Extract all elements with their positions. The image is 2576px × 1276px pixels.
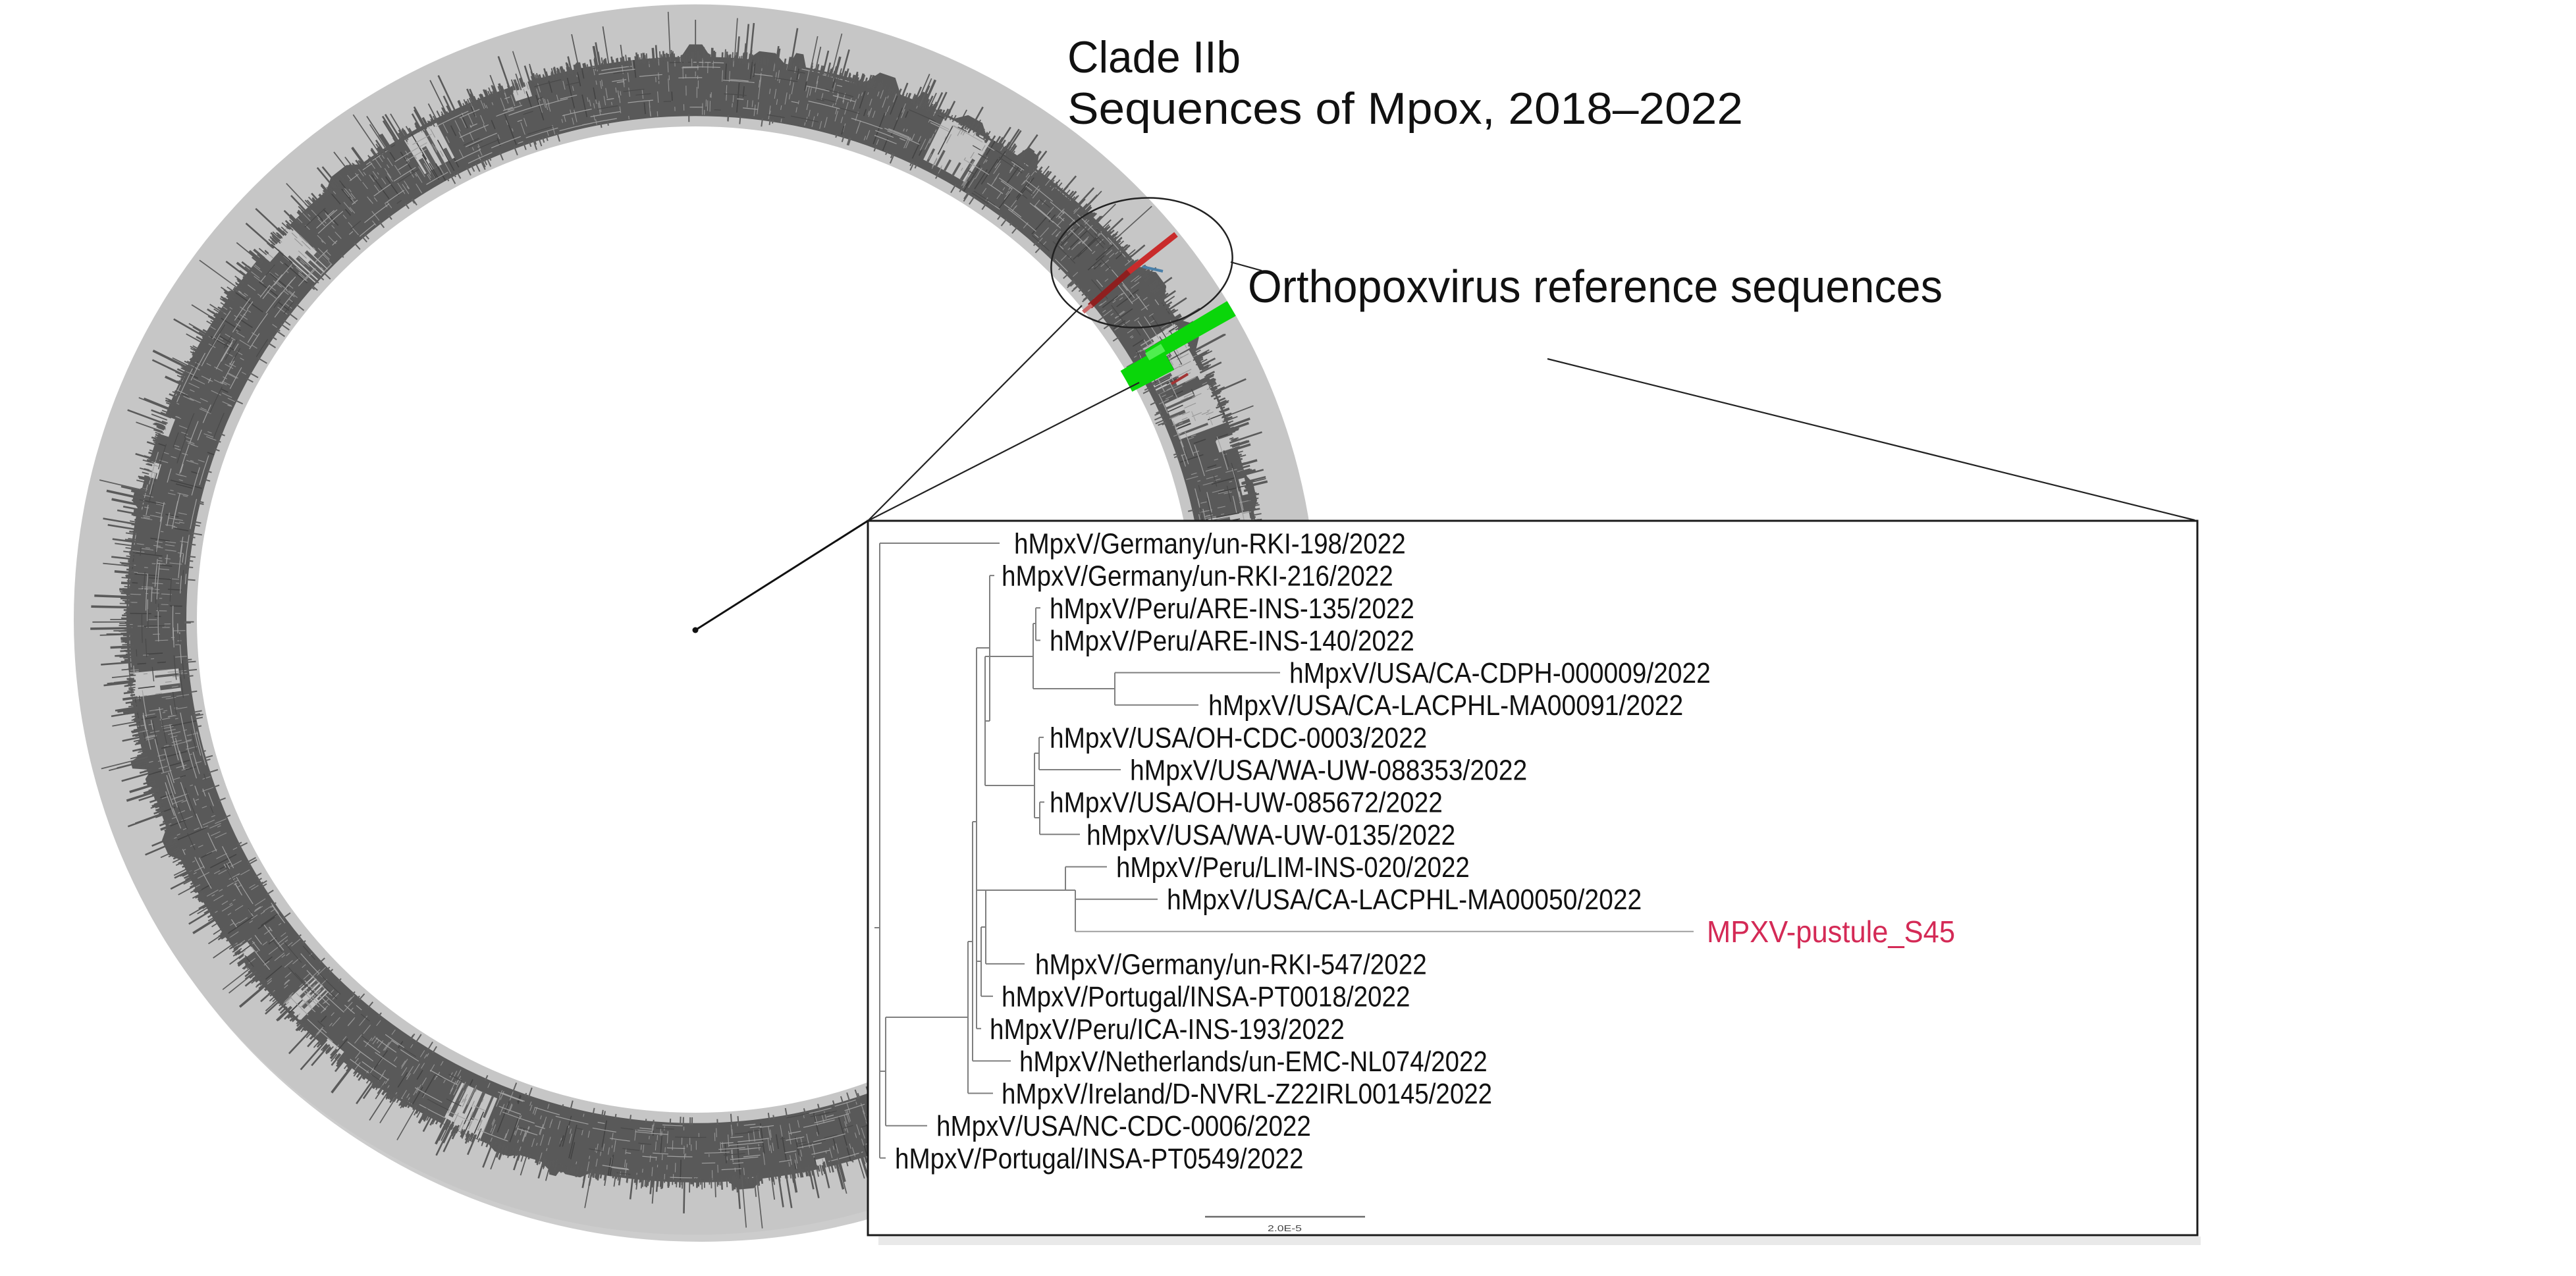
svg-text:hMpxV/USA/CA-LACPHL-MA00091/20: hMpxV/USA/CA-LACPHL-MA00091/2022 <box>1208 689 1683 722</box>
svg-text:Clade IIb: Clade IIb <box>1067 32 1241 82</box>
svg-text:hMpxV/Portugal/INSA-PT0549/202: hMpxV/Portugal/INSA-PT0549/2022 <box>895 1142 1304 1175</box>
svg-text:hMpxV/USA/CA-LACPHL-MA00050/20: hMpxV/USA/CA-LACPHL-MA00050/2022 <box>1167 884 1642 916</box>
svg-text:hMpxV/Portugal/INSA-PT0018/202: hMpxV/Portugal/INSA-PT0018/2022 <box>1002 981 1410 1013</box>
svg-text:Sequences of Mpox, 2018–2022: Sequences of Mpox, 2018–2022 <box>1067 84 1743 134</box>
svg-text:hMpxV/USA/NC-CDC-0006/2022: hMpxV/USA/NC-CDC-0006/2022 <box>936 1110 1311 1142</box>
svg-text:hMpxV/USA/OH-CDC-0003/2022: hMpxV/USA/OH-CDC-0003/2022 <box>1050 722 1427 754</box>
svg-text:hMpxV/Ireland/D-NVRL-Z22IRL001: hMpxV/Ireland/D-NVRL-Z22IRL00145/2022 <box>1002 1078 1492 1110</box>
svg-text:hMpxV/Peru/ARE-INS-135/2022: hMpxV/Peru/ARE-INS-135/2022 <box>1050 593 1414 625</box>
svg-text:Orthopoxvirus reference sequen: Orthopoxvirus reference sequences <box>1248 261 1943 312</box>
svg-text:hMpxV/Germany/un-RKI-198/2022: hMpxV/Germany/un-RKI-198/2022 <box>1014 528 1406 560</box>
svg-text:hMpxV/Germany/un-RKI-547/2022: hMpxV/Germany/un-RKI-547/2022 <box>1035 948 1427 980</box>
svg-text:hMpxV/Germany/un-RKI-216/2022: hMpxV/Germany/un-RKI-216/2022 <box>1002 560 1393 593</box>
svg-text:hMpxV/Peru/ARE-INS-140/2022: hMpxV/Peru/ARE-INS-140/2022 <box>1050 625 1414 657</box>
svg-text:hMpxV/Peru/LIM-INS-020/2022: hMpxV/Peru/LIM-INS-020/2022 <box>1116 851 1470 884</box>
svg-text:2.0E-5: 2.0E-5 <box>1268 1223 1302 1233</box>
svg-text:hMpxV/USA/CA-CDPH-000009/2022: hMpxV/USA/CA-CDPH-000009/2022 <box>1289 657 1711 689</box>
svg-text:hMpxV/USA/WA-UW-0135/2022: hMpxV/USA/WA-UW-0135/2022 <box>1087 819 1455 851</box>
svg-text:hMpxV/USA/WA-UW-088353/2022: hMpxV/USA/WA-UW-088353/2022 <box>1130 755 1527 787</box>
svg-text:MPXV-pustule_S45: MPXV-pustule_S45 <box>1707 915 1955 949</box>
svg-text:hMpxV/USA/OH-UW-085672/2022: hMpxV/USA/OH-UW-085672/2022 <box>1050 787 1443 819</box>
svg-text:hMpxV/Netherlands/un-EMC-NL074: hMpxV/Netherlands/un-EMC-NL074/2022 <box>1019 1046 1488 1078</box>
svg-text:hMpxV/Peru/ICA-INS-193/2022: hMpxV/Peru/ICA-INS-193/2022 <box>990 1013 1345 1046</box>
